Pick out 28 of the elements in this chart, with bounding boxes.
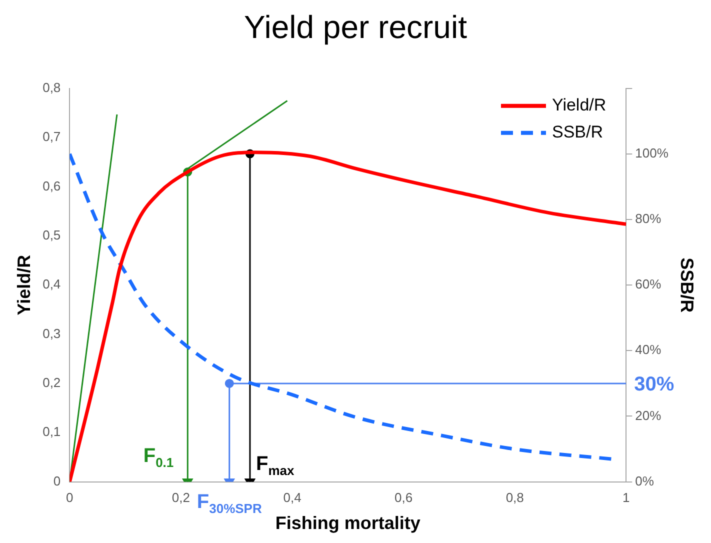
legend-label: SSB/R xyxy=(552,122,604,142)
x-axis-title: Fishing mortality xyxy=(275,513,420,534)
y-tick-label: 0,7 xyxy=(42,129,61,144)
y2-tick-label: 40% xyxy=(635,342,662,358)
y-tick-label: 0,4 xyxy=(42,276,61,292)
y2-tick-label: 80% xyxy=(635,211,662,226)
y2-tick-label: 20% xyxy=(635,408,662,423)
y-tick-label: 0,2 xyxy=(42,375,61,390)
x-tick-label: 0,8 xyxy=(506,490,524,506)
x-tick-label: 1 xyxy=(622,490,630,506)
chart-title: Yield per recruit xyxy=(244,9,468,46)
y-tick-label: 0,1 xyxy=(42,424,61,440)
x-tick-label: 0,4 xyxy=(283,490,302,506)
y2-tick-label: 60% xyxy=(635,276,662,292)
y-tick-label: 0,5 xyxy=(42,228,61,243)
annotation: 30% xyxy=(634,373,674,396)
y-tick-label: 0 xyxy=(53,473,61,488)
y-tick-label: 0,3 xyxy=(42,326,61,341)
x-tick-label: 0 xyxy=(66,490,74,506)
y-axis-title: Yield/R xyxy=(14,254,34,316)
x-tick-label: 0,6 xyxy=(394,490,413,506)
y2-axis-title: SSB/R xyxy=(677,258,698,313)
y2-tick-label: 100% xyxy=(635,146,669,161)
y2-tick-label: 0% xyxy=(635,473,654,488)
y-tick-label: 0,8 xyxy=(42,80,61,95)
x-tick-label: 0,2 xyxy=(172,490,190,506)
y-tick-label: 0,6 xyxy=(42,178,61,194)
legend-label: Yield/R xyxy=(552,96,606,115)
